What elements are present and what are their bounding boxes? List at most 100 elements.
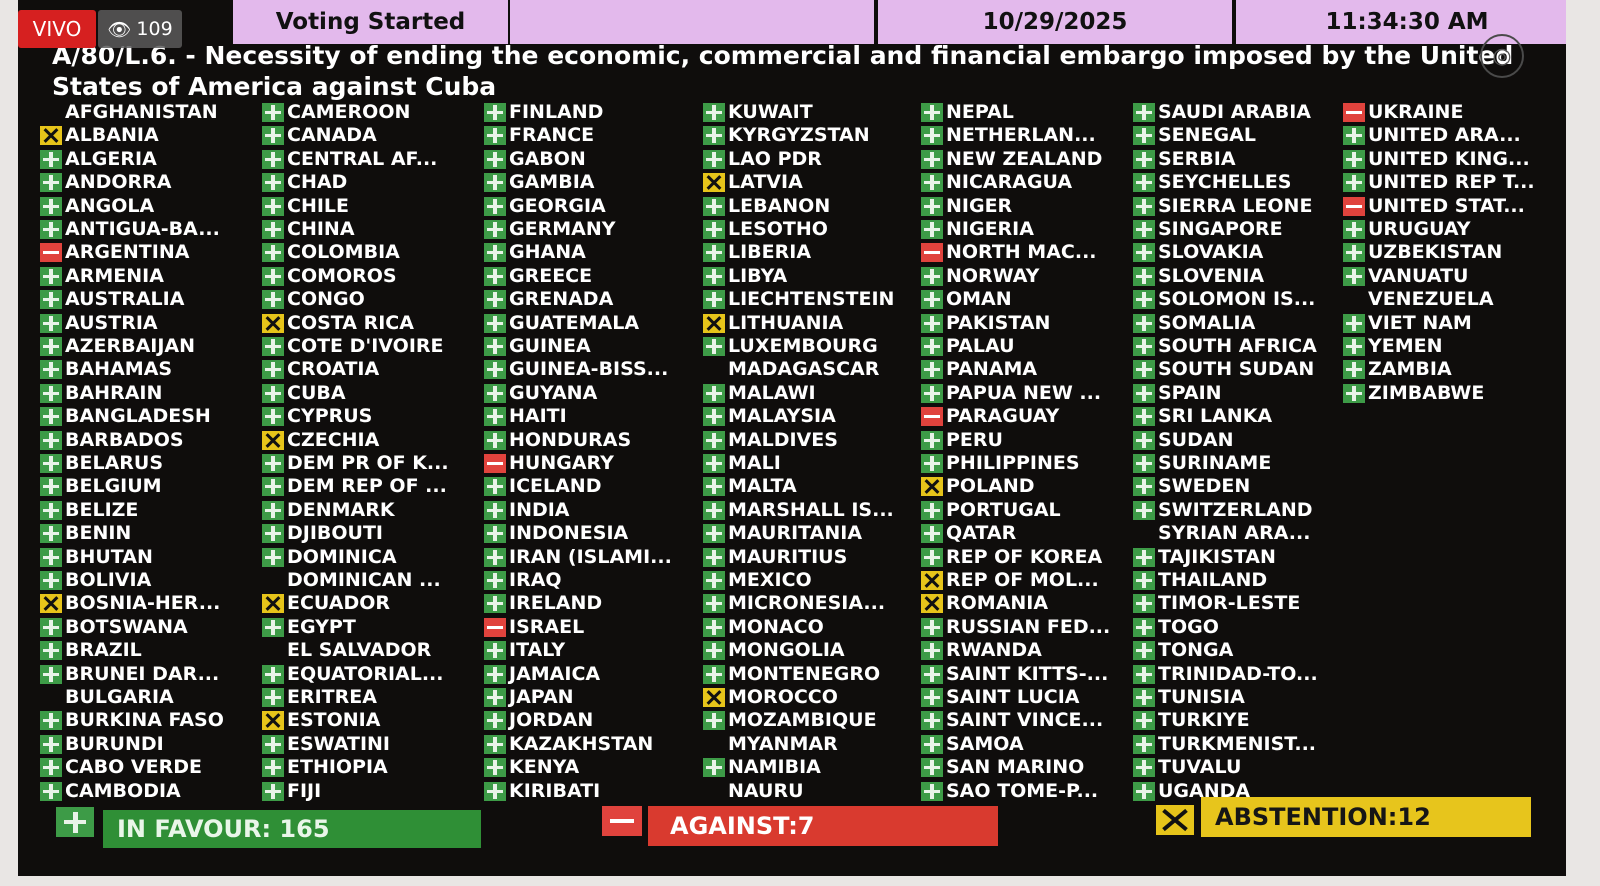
country-name: BRAZIL bbox=[65, 639, 142, 661]
vote-abstention-icon bbox=[40, 593, 62, 613]
country-row: JAMAICA bbox=[484, 663, 696, 685]
country-name: ESTONIA bbox=[287, 709, 381, 731]
vote-yes-icon bbox=[40, 383, 62, 403]
vote-yes-icon bbox=[484, 430, 506, 450]
country-name: MEXICO bbox=[728, 569, 812, 591]
vote-yes-icon bbox=[484, 781, 506, 801]
country-row: HUNGARY bbox=[484, 452, 696, 474]
country-name: LATVIA bbox=[728, 171, 803, 193]
country-row: FINLAND bbox=[484, 101, 696, 123]
country-row: ANGOLA bbox=[40, 195, 255, 217]
vote-yes-icon bbox=[921, 547, 943, 567]
vote-yes-icon bbox=[1343, 242, 1365, 262]
country-name: NETHERLAN... bbox=[946, 124, 1096, 146]
country-name: NORWAY bbox=[946, 265, 1040, 287]
country-name: HUNGARY bbox=[509, 452, 614, 474]
vote-no-icon bbox=[484, 617, 506, 637]
country-name: ERITREA bbox=[287, 686, 377, 708]
vote-yes-icon bbox=[484, 406, 506, 426]
country-row: DJIBOUTI bbox=[262, 522, 477, 544]
country-name: AUSTRALIA bbox=[65, 288, 185, 310]
vote-yes-icon bbox=[1133, 734, 1155, 754]
vote-abstention-icon bbox=[262, 313, 284, 333]
country-name: KUWAIT bbox=[728, 101, 813, 123]
country-name: SLOVAKIA bbox=[1158, 241, 1264, 263]
country-row: PERU bbox=[921, 429, 1127, 451]
country-row: UGANDA bbox=[1133, 780, 1337, 802]
country-name: TOGO bbox=[1158, 616, 1219, 638]
vote-none-icon bbox=[40, 103, 62, 122]
country-name: LITHUANIA bbox=[728, 312, 844, 334]
vote-yes-icon bbox=[40, 640, 62, 660]
country-row: SAUDI ARABIA bbox=[1133, 101, 1337, 123]
country-name: LEBANON bbox=[728, 195, 831, 217]
vote-yes-icon bbox=[262, 266, 284, 286]
country-name: NAURU bbox=[728, 780, 804, 802]
abstention-total: ABSTENTION:12 bbox=[1201, 797, 1531, 837]
country-name: JAMAICA bbox=[509, 663, 601, 685]
vote-none-icon bbox=[1133, 524, 1155, 543]
vote-yes-icon bbox=[484, 149, 506, 169]
country-name: LUXEMBOURG bbox=[728, 335, 878, 357]
vote-yes-icon bbox=[1133, 219, 1155, 239]
country-name: DENMARK bbox=[287, 499, 395, 521]
country-row: MALAYSIA bbox=[703, 405, 915, 427]
country-name: MONTENEGRO bbox=[728, 663, 881, 685]
country-name: ARMENIA bbox=[65, 265, 164, 287]
vote-yes-icon bbox=[1133, 172, 1155, 192]
country-name: SIERRA LEONE bbox=[1158, 195, 1313, 217]
country-row: BAHRAIN bbox=[40, 382, 255, 404]
country-name: UNITED STAT... bbox=[1368, 195, 1525, 217]
country-row: SLOVENIA bbox=[1133, 265, 1337, 287]
country-row: BARBADOS bbox=[40, 429, 255, 451]
country-row: ALGERIA bbox=[40, 148, 255, 170]
vote-yes-icon bbox=[1133, 383, 1155, 403]
country-name: CAMBODIA bbox=[65, 780, 181, 802]
country-row: SEYCHELLES bbox=[1133, 171, 1337, 193]
vote-yes-icon bbox=[484, 125, 506, 145]
vote-yes-icon bbox=[40, 406, 62, 426]
view-count: 109 bbox=[136, 18, 173, 40]
country-name: REP OF KOREA bbox=[946, 546, 1103, 568]
country-name: TIMOR-LESTE bbox=[1158, 592, 1301, 614]
country-row: UNITED ARA... bbox=[1343, 124, 1543, 146]
country-name: VIET NAM bbox=[1368, 312, 1472, 334]
vote-yes-icon bbox=[484, 710, 506, 730]
vote-yes-icon bbox=[484, 734, 506, 754]
country-name: MALTA bbox=[728, 475, 797, 497]
country-name: AFGHANISTAN bbox=[65, 101, 218, 123]
country-row: AFGHANISTAN bbox=[40, 101, 255, 123]
against-minus-icon bbox=[602, 806, 642, 836]
country-name: RWANDA bbox=[946, 639, 1042, 661]
country-name: NIGER bbox=[946, 195, 1013, 217]
country-name: SUDAN bbox=[1158, 429, 1234, 451]
country-row: CROATIA bbox=[262, 358, 477, 380]
country-name: PANAMA bbox=[946, 358, 1038, 380]
country-row: MOROCCO bbox=[703, 686, 915, 708]
country-row: KYRGYZSTAN bbox=[703, 124, 915, 146]
country-name: REP OF MOL... bbox=[946, 569, 1099, 591]
country-row: MONACO bbox=[703, 616, 915, 638]
vote-yes-icon bbox=[703, 289, 725, 309]
country-name: TURKIYE bbox=[1158, 709, 1250, 731]
country-row: SAINT LUCIA bbox=[921, 686, 1127, 708]
header-blank-panel bbox=[510, 0, 874, 44]
country-row: HONDURAS bbox=[484, 429, 696, 451]
country-name: FIJI bbox=[287, 780, 322, 802]
vote-yes-icon bbox=[262, 289, 284, 309]
vote-yes-icon bbox=[1133, 570, 1155, 590]
vote-yes-icon bbox=[1343, 219, 1365, 239]
country-name: MICRONESIA... bbox=[728, 592, 886, 614]
vote-yes-icon bbox=[40, 757, 62, 777]
country-row: BELIZE bbox=[40, 499, 255, 521]
vote-yes-icon bbox=[921, 710, 943, 730]
vote-yes-icon bbox=[484, 242, 506, 262]
vote-yes-icon bbox=[921, 125, 943, 145]
country-name: THAILAND bbox=[1158, 569, 1268, 591]
country-row: LAO PDR bbox=[703, 148, 915, 170]
vote-yes-icon bbox=[262, 359, 284, 379]
country-name: KAZAKHSTAN bbox=[509, 733, 654, 755]
country-name: VANUATU bbox=[1368, 265, 1469, 287]
country-name: CHINA bbox=[287, 218, 355, 240]
country-row: JAPAN bbox=[484, 686, 696, 708]
